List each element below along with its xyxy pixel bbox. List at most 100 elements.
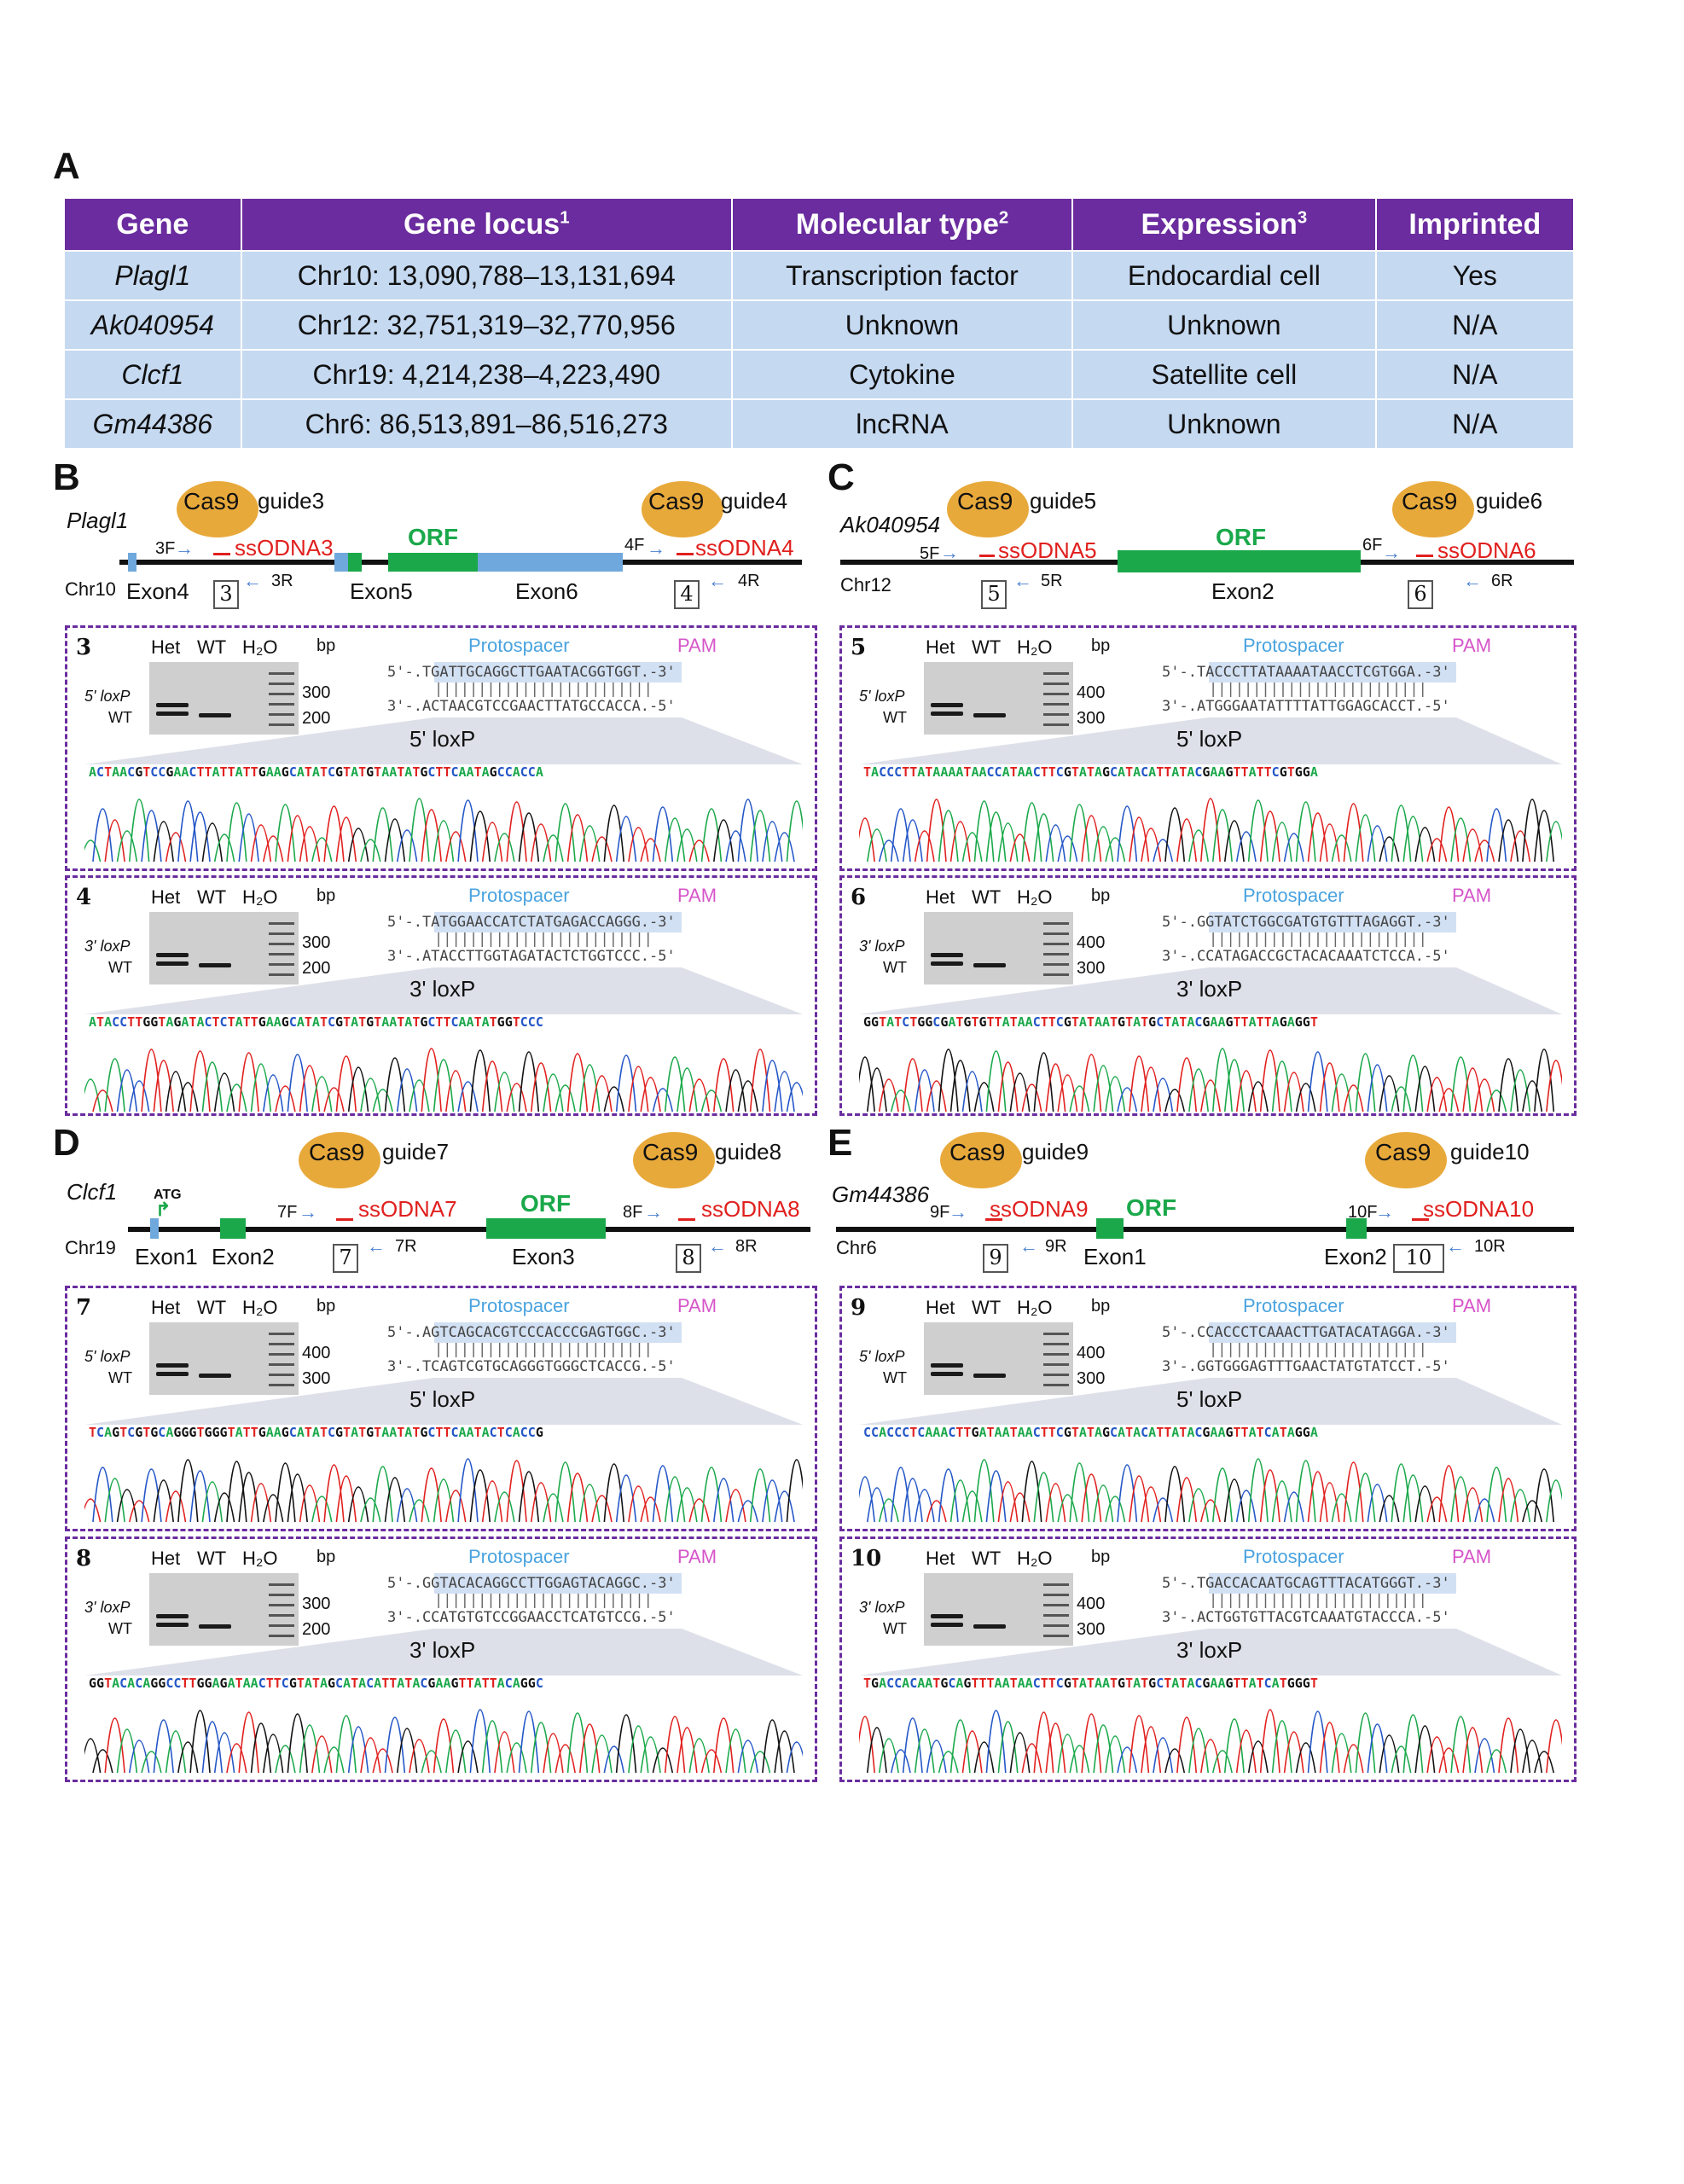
chromatogram-peak bbox=[985, 1050, 1007, 1112]
chromatogram-peak bbox=[579, 1064, 601, 1112]
primer-label: 8F bbox=[623, 1203, 643, 1222]
chromatogram-peak bbox=[201, 1061, 224, 1112]
bp-label: bp bbox=[1091, 636, 1111, 655]
chromatogram-peak bbox=[938, 1468, 959, 1523]
panel-label-c: C bbox=[827, 456, 855, 498]
col-header-expression: Expression3 bbox=[1072, 199, 1377, 251]
panel-label-e: E bbox=[827, 1122, 853, 1164]
lane-label-het: Het bbox=[151, 1548, 181, 1569]
protospacer-highlight bbox=[1209, 1322, 1456, 1343]
chromatogram-peak bbox=[1271, 1720, 1292, 1774]
base-pair-bars: ||||||||||||||||||||||||| bbox=[1209, 681, 1427, 698]
cas9-label: Cas9 bbox=[949, 1139, 1006, 1165]
chromatogram-peak bbox=[762, 1060, 783, 1112]
chromatogram-peak bbox=[153, 821, 174, 863]
chromatogram-peak bbox=[201, 822, 224, 863]
chromatogram-peak bbox=[433, 1478, 455, 1523]
chromatogram-peak bbox=[1200, 798, 1221, 863]
protospacer-highlight bbox=[434, 662, 682, 682]
chromatogram-peak bbox=[469, 1469, 491, 1523]
gel-band bbox=[156, 1623, 189, 1627]
ladder-band bbox=[269, 1624, 294, 1627]
site-box: 9 bbox=[983, 1244, 1008, 1273]
chromatogram-peak bbox=[914, 1069, 935, 1112]
chromatogram-peak bbox=[457, 799, 479, 863]
chromatogram-peak bbox=[1045, 1483, 1066, 1523]
chromatogram-peak bbox=[177, 800, 199, 863]
gel-band bbox=[931, 1614, 963, 1618]
chromatogram-peak bbox=[1141, 1486, 1162, 1523]
chromatogram-peak bbox=[786, 1741, 803, 1774]
primer-label: 7R bbox=[395, 1237, 417, 1256]
chromatogram-peak bbox=[372, 807, 393, 863]
gel-band bbox=[156, 953, 189, 957]
ladder-band bbox=[269, 723, 294, 726]
chromatogram-peak bbox=[652, 1747, 674, 1774]
chromatogram-peak bbox=[1081, 1473, 1102, 1523]
alignment-fan bbox=[84, 717, 803, 764]
chromatogram-peak bbox=[1522, 1740, 1543, 1774]
chromatogram-peak bbox=[1426, 1736, 1448, 1774]
lane-label-het: Het bbox=[926, 1548, 955, 1569]
chromatogram-peak bbox=[262, 1074, 284, 1112]
site-box: 3 bbox=[213, 580, 239, 609]
gel-band bbox=[156, 961, 189, 966]
chromatogram-peak bbox=[189, 1470, 211, 1523]
alignment-fan bbox=[859, 967, 1562, 1014]
chromatogram-peak bbox=[1295, 1742, 1316, 1774]
gel-band bbox=[973, 963, 1006, 967]
band-label-loxp: 3' loxP bbox=[84, 938, 131, 955]
reverse-primer-arrow-icon: ← bbox=[367, 1235, 386, 1257]
chromatogram-peak bbox=[997, 1061, 1019, 1112]
lane-label-wt: WT bbox=[972, 1548, 1002, 1569]
chromatogram-peak bbox=[1033, 813, 1054, 863]
gel-image bbox=[924, 662, 1073, 735]
chromatogram-peak bbox=[1534, 1048, 1555, 1112]
chromatogram-peak bbox=[1129, 816, 1150, 863]
band-label-wt: WT bbox=[883, 709, 907, 726]
chromatogram-peak bbox=[409, 1739, 430, 1774]
chromatogram-peak bbox=[700, 1749, 723, 1774]
chromosome-line bbox=[128, 1227, 810, 1232]
chromatogram-peak bbox=[1510, 1489, 1531, 1523]
chromatogram-peak bbox=[469, 1049, 491, 1112]
chromatogram-peak bbox=[1247, 1740, 1269, 1774]
chromatogram-peak bbox=[445, 831, 467, 863]
band-label-wt: WT bbox=[883, 1620, 907, 1637]
chromatogram-peak bbox=[961, 1071, 983, 1112]
panel-number: 4 bbox=[76, 885, 92, 910]
panel-number: 8 bbox=[76, 1546, 92, 1571]
exon5-utr bbox=[334, 553, 348, 572]
bp-label: bp bbox=[1091, 1548, 1111, 1566]
chromatogram-peak bbox=[725, 1069, 746, 1112]
chromatogram-peak bbox=[1331, 834, 1352, 863]
chromatogram-peak bbox=[92, 808, 113, 863]
table-row: Plagl1 Chr10: 13,090,788–13,131,694 Tran… bbox=[65, 250, 1576, 300]
top-strand: 5'-.TATGGAACCATCTATGAGACCAGGG.-3' bbox=[387, 914, 676, 931]
alignment-fan-shape bbox=[859, 1629, 1562, 1676]
chromatogram-sequence: TACCCTTATAAAATAACCATAACTTCGTATAGCATACATT… bbox=[863, 764, 1318, 780]
protospacer-label: Protospacer bbox=[468, 1295, 570, 1316]
chromatogram-peak bbox=[1283, 1491, 1304, 1523]
gel-band bbox=[973, 1374, 1006, 1378]
chromatogram-peak bbox=[153, 1479, 174, 1523]
ladder-band bbox=[269, 1614, 294, 1617]
base-pair-bars: ||||||||||||||||||||||||| bbox=[1209, 1341, 1427, 1358]
gel-band bbox=[156, 1614, 189, 1618]
chromatogram-peak bbox=[494, 1731, 515, 1774]
chromatogram-peak bbox=[1402, 816, 1424, 863]
chromatogram-peak bbox=[165, 1730, 187, 1774]
primer-label: 3R bbox=[271, 572, 293, 590]
primer-label: 10F bbox=[1348, 1203, 1378, 1222]
chromatogram-peak bbox=[688, 1498, 710, 1523]
chromatogram-peak bbox=[1153, 1737, 1174, 1774]
site-box: 5 bbox=[981, 580, 1007, 609]
bottom-strand: 3'-.ATGGGAATATTTTATTGGAGCACCT.-5' bbox=[1162, 698, 1450, 715]
chromatogram-peak bbox=[165, 1071, 187, 1112]
chromatogram-peak bbox=[713, 819, 735, 863]
cell: Transcription factor bbox=[731, 250, 1074, 300]
size-label: 300 bbox=[1077, 1620, 1106, 1639]
chromatogram-peak bbox=[1438, 1088, 1460, 1112]
ladder-band bbox=[1043, 693, 1069, 695]
band-label-wt: WT bbox=[883, 959, 907, 976]
